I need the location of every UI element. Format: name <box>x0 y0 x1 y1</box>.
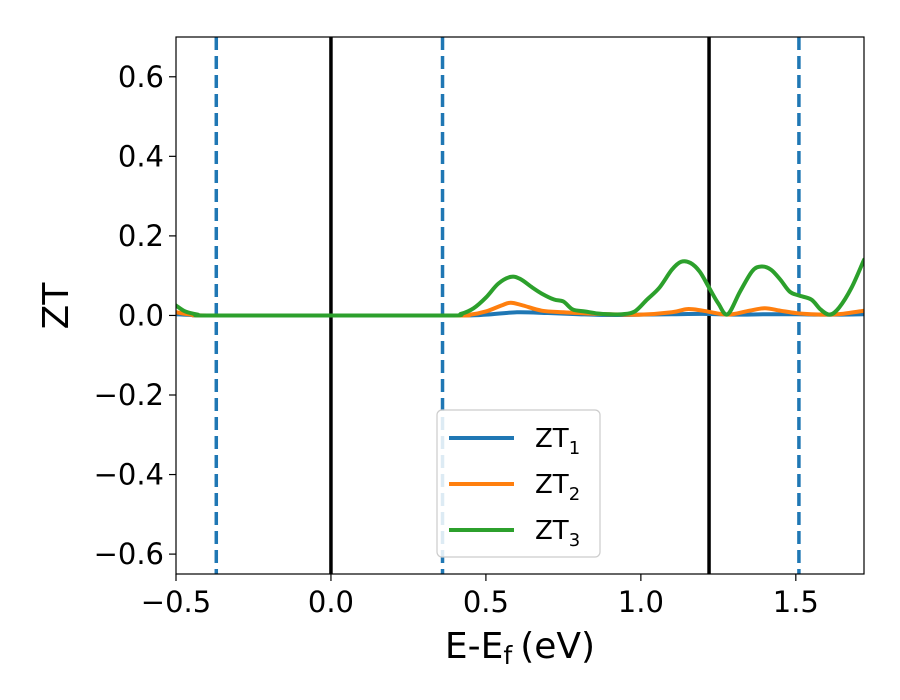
y-tick-label: 0.2 <box>118 219 164 253</box>
y-tick-label: 0.4 <box>118 139 164 173</box>
x-tick-label: 1.5 <box>773 585 819 619</box>
y-tick-label: −0.4 <box>94 458 164 492</box>
y-tick-label: −0.2 <box>94 378 164 412</box>
x-tick-label: 1.0 <box>618 585 664 619</box>
legend-label-zt1: ZT1 <box>535 424 580 459</box>
y-tick-label: 0.0 <box>118 298 164 332</box>
legend-label-zt2: ZT2 <box>535 470 580 505</box>
axis-ticks: −0.5 0.0 0.5 1.0 1.5 0.6 0.4 0.2 0.0 −0.2 −0.4 −0.6 <box>94 60 819 619</box>
x-axis-title: E-Ef (eV) <box>445 626 595 670</box>
x-tick-label: −0.5 <box>141 585 211 619</box>
y-tick-label: 0.6 <box>118 60 164 94</box>
legend: ZT1 ZT2 ZT3 <box>436 409 601 558</box>
x-tick-label: 0.5 <box>463 585 509 619</box>
y-axis-title: ZT <box>36 282 77 330</box>
series-line-zt3 <box>176 257 864 318</box>
x-tick-label: 0.0 <box>308 585 354 619</box>
plot-frame <box>175 36 865 575</box>
y-tick-label: −0.6 <box>94 537 164 571</box>
legend-label-zt3: ZT3 <box>535 516 580 551</box>
legend-box <box>436 409 601 558</box>
